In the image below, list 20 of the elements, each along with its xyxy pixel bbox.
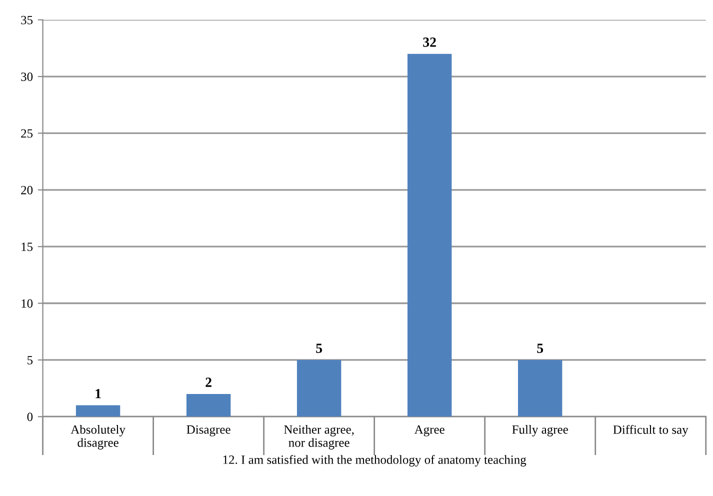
y-tick-label: 5 bbox=[28, 356, 33, 364]
x-axis-title: 12. I am satisfied with the methodology of anatomy teaching bbox=[223, 455, 526, 467]
x-tick-label: Difficult to say bbox=[613, 424, 688, 436]
x-tick-label: Neither agree, nor disagree bbox=[284, 424, 354, 450]
y-tick-label: 30 bbox=[21, 72, 33, 81]
data-label: 5 bbox=[316, 344, 322, 353]
y-tick-label: 35 bbox=[21, 16, 33, 24]
x-tick-label: Agree bbox=[414, 425, 444, 436]
y-tick-label: 15 bbox=[22, 242, 33, 252]
y-tick-label: 20 bbox=[21, 186, 33, 194]
y-tick-label: 25 bbox=[21, 129, 33, 138]
x-tick-label: Fully agree bbox=[512, 424, 568, 436]
x-tick-label: Absolutely disagree bbox=[70, 424, 126, 450]
x-tick-label: Disagree bbox=[186, 425, 230, 436]
y-tick-label: 10 bbox=[22, 299, 33, 308]
data-label: 32 bbox=[423, 38, 436, 47]
data-label: 1 bbox=[96, 389, 101, 398]
data-label: 5 bbox=[537, 344, 544, 353]
y-tick-label: 0 bbox=[27, 412, 33, 422]
data-label: 2 bbox=[206, 378, 212, 387]
